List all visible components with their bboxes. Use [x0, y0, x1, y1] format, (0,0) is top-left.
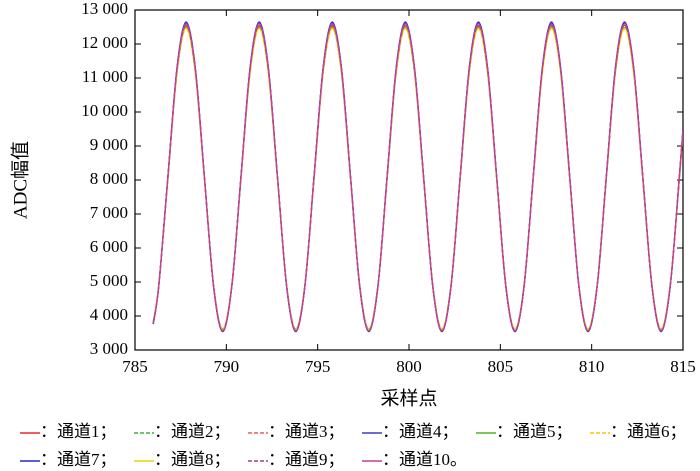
x-tick-label: 800: [396, 357, 422, 376]
legend-label: ：通道1；: [40, 422, 117, 441]
legend-label: ：通道3；: [268, 422, 345, 441]
legend-label: ：通道6；: [610, 422, 687, 441]
x-tick-label: 805: [488, 357, 514, 376]
y-tick-label: 10 000: [81, 101, 128, 120]
legend-label: ：通道10。: [382, 450, 467, 469]
y-tick-label: 5 000: [90, 271, 128, 290]
y-tick-label: 6 000: [90, 237, 128, 256]
legend-label: ：通道8；: [154, 450, 231, 469]
y-tick-label: 9 000: [90, 135, 128, 154]
series-line: [152, 27, 683, 331]
x-tick-label: 810: [579, 357, 605, 376]
plot-frame: [134, 9, 684, 351]
series-line: [152, 24, 683, 332]
legend-label: ：通道7；: [40, 450, 117, 469]
y-axis-label: ADC幅值: [9, 141, 31, 219]
legend-label: ：通道9；: [268, 450, 345, 469]
series-line: [152, 26, 683, 331]
x-tick-label: 790: [214, 357, 240, 376]
series-line: [152, 22, 683, 332]
series-line: [152, 22, 683, 332]
legend-label: ：通道2；: [154, 422, 231, 441]
y-tick-label: 11 000: [82, 67, 128, 86]
legend-label: ：通道4；: [382, 422, 459, 441]
x-tick-label: 795: [305, 357, 331, 376]
series-line: [152, 21, 683, 333]
series-line: [152, 28, 683, 330]
y-tick-label: 7 000: [90, 203, 128, 222]
series-line: [152, 24, 683, 332]
legend-label: ：通道5；: [496, 422, 573, 441]
x-tick-label: 785: [122, 357, 148, 376]
series-line: [152, 25, 683, 331]
y-tick-label: 13 000: [81, 0, 128, 18]
y-tick-label: 4 000: [90, 305, 128, 324]
x-axis-label: 采样点: [380, 387, 437, 409]
x-tick-label: 815: [670, 357, 696, 376]
y-tick-label: 3 000: [90, 339, 128, 358]
y-tick-label: 12 000: [81, 33, 128, 52]
y-tick-label: 8 000: [90, 169, 128, 188]
